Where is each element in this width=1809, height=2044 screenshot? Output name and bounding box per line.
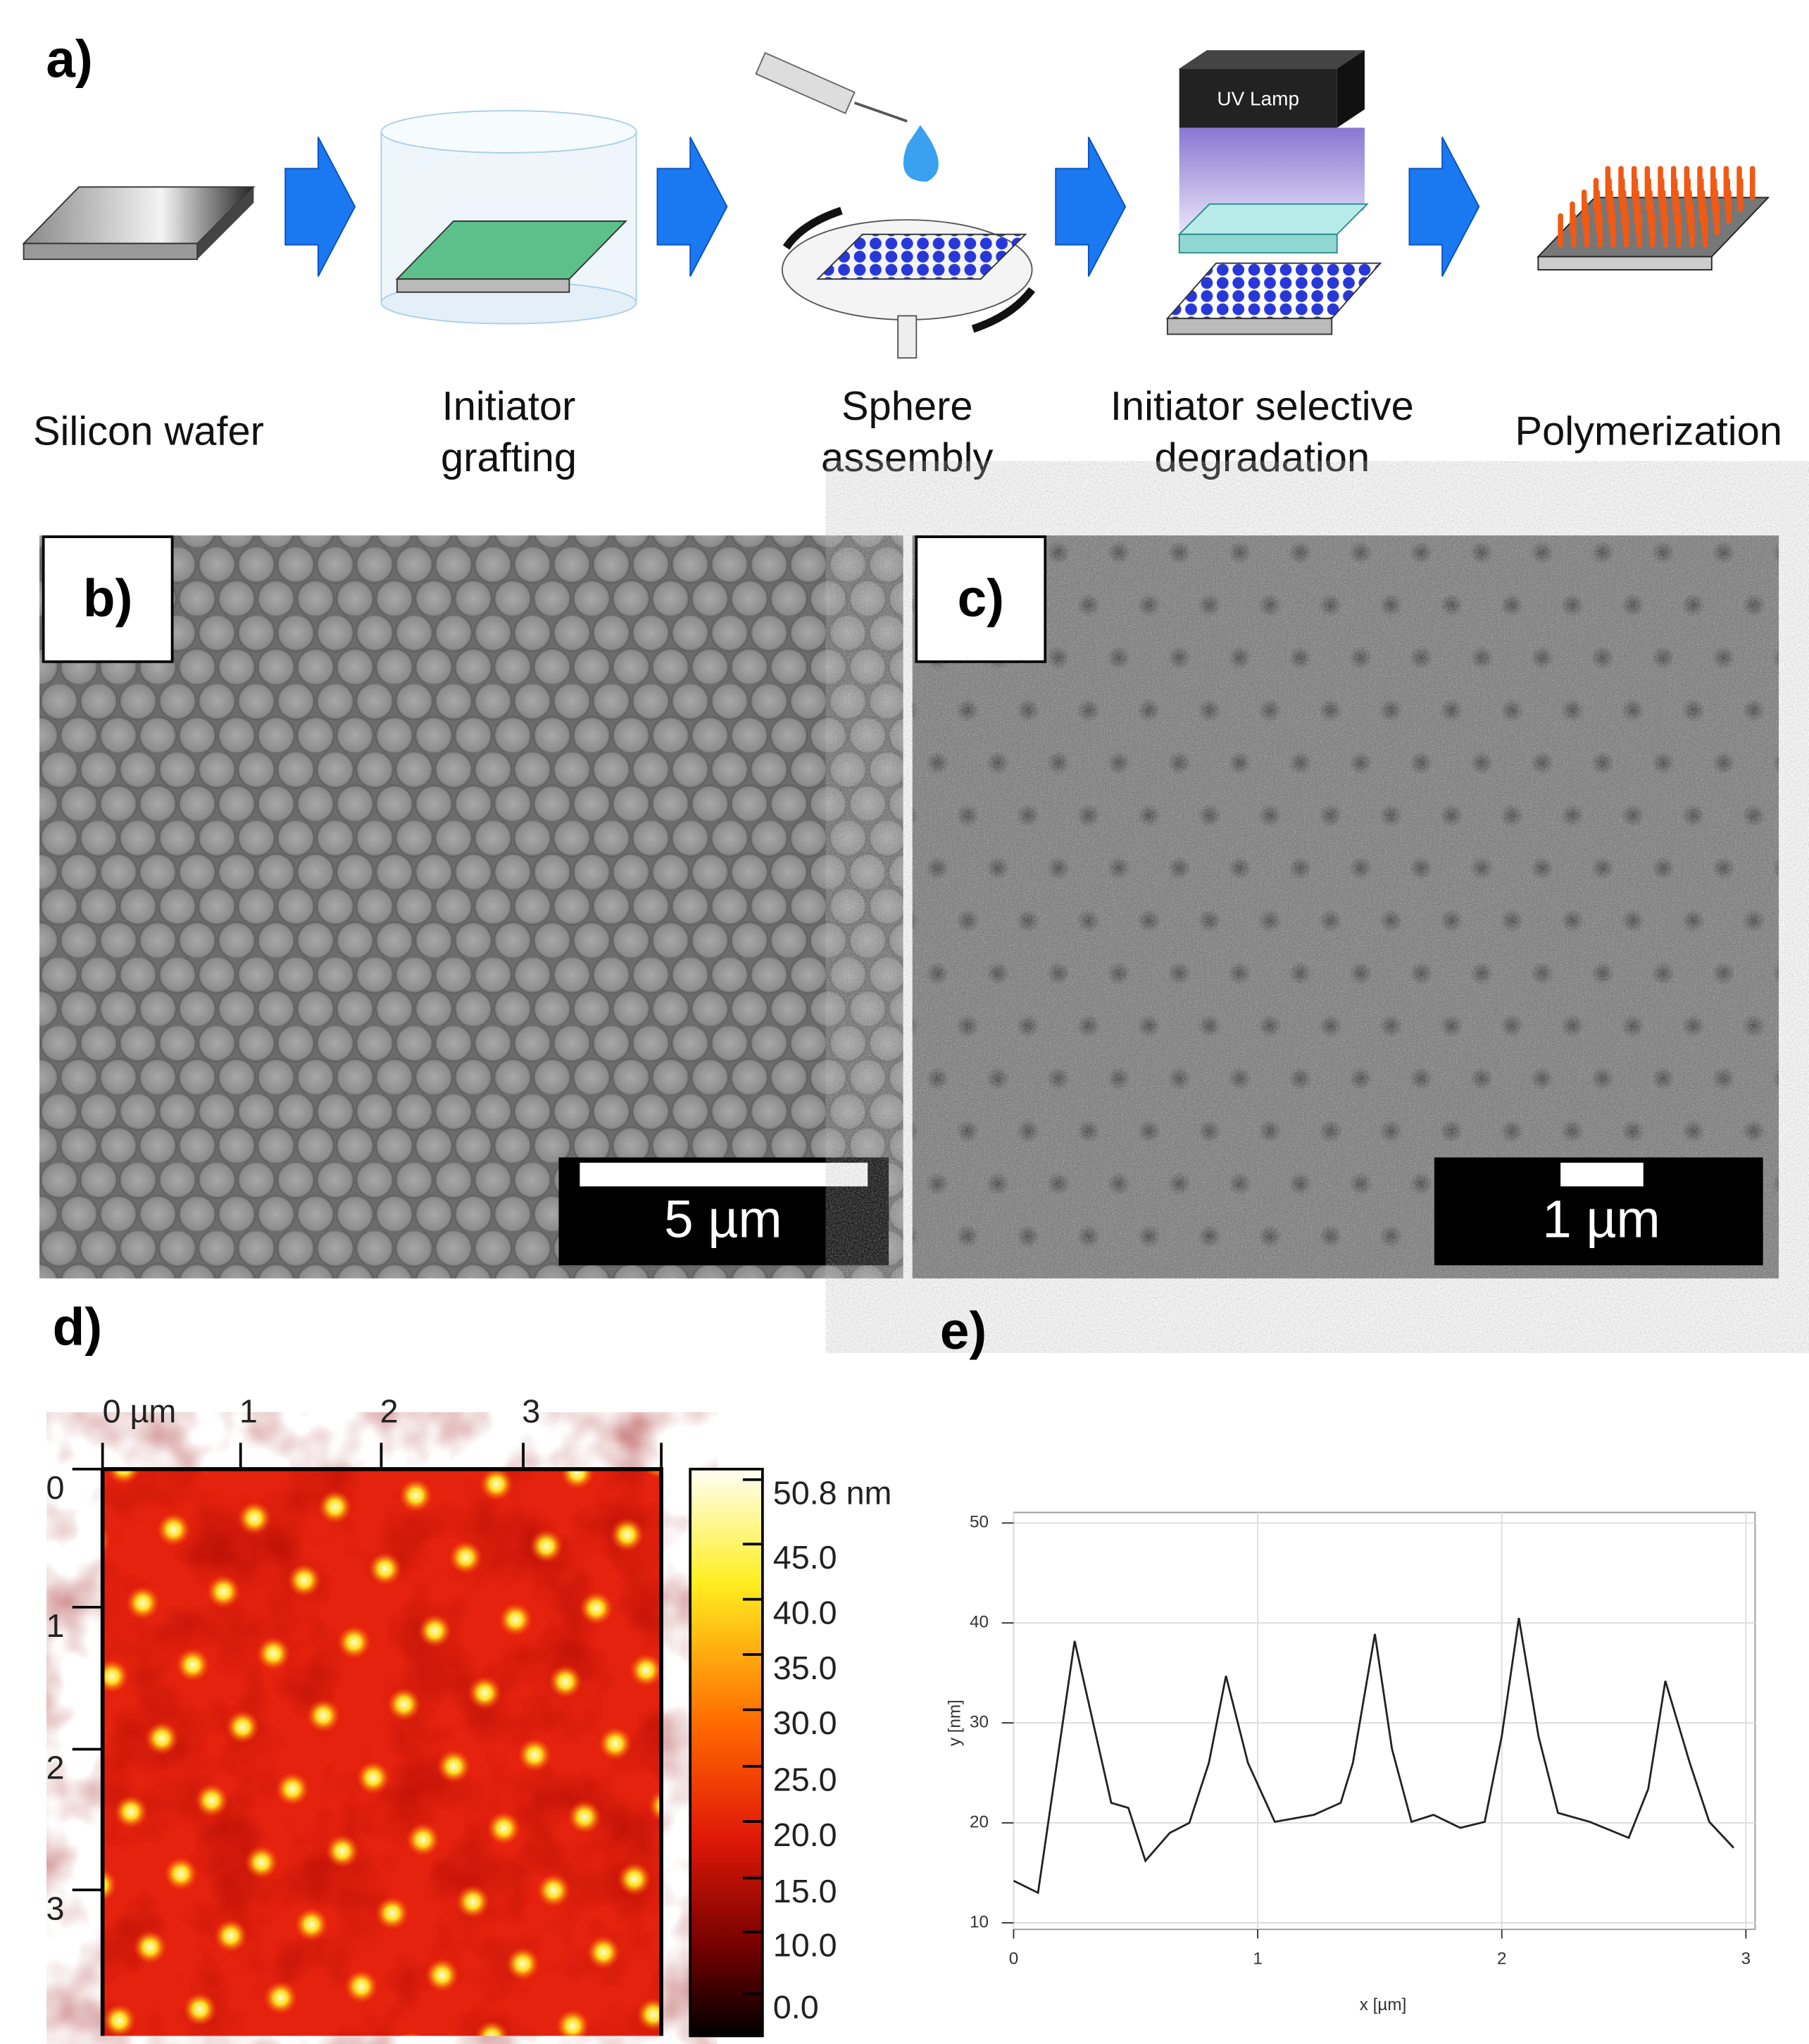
step-label: Silicon wafer (33, 409, 264, 454)
colorbar-label: 35.0 (773, 1650, 837, 1686)
scale-bar-label: 5 µm (664, 1189, 782, 1248)
panel-c: c) 1 µm (912, 535, 1779, 1279)
pillar (1631, 166, 1637, 201)
pillar (1658, 166, 1663, 201)
x-tick-label: 2 (1497, 1950, 1507, 1969)
colorbar-label: 0.0 (773, 1988, 819, 2025)
x-tick-label: 1 (1253, 1950, 1263, 1969)
pillar (1570, 201, 1575, 236)
colorbar-label: 20.0 (773, 1816, 837, 1853)
x-tick-label: 3 (522, 1393, 540, 1430)
panel-label: a) (46, 30, 92, 89)
pillar (1684, 166, 1690, 201)
pillar (1644, 166, 1651, 201)
x-axis-label: x [µm] (1360, 1995, 1407, 2014)
pillar (1618, 166, 1624, 201)
x-tick-label: 1 (239, 1393, 258, 1430)
step-label: Polymerization (1515, 409, 1782, 454)
step-label: Sphere (841, 384, 973, 429)
pillar (1593, 177, 1599, 212)
y-tick-label: 3 (46, 1890, 64, 1926)
colorbar-label: 25.0 (773, 1761, 837, 1797)
panel-label: c) (958, 568, 1004, 628)
pillar (1710, 166, 1716, 201)
pillar (1582, 189, 1587, 224)
y-tick-label: 30 (970, 1713, 989, 1732)
x-tick-label: 2 (380, 1393, 399, 1430)
y-tick-label: 20 (970, 1812, 989, 1831)
y-tick-label: 40 (970, 1613, 989, 1632)
colorbar-label: 50.8 nm (773, 1474, 892, 1511)
panel-e: e) 0 1 2 3 10 20 30 40 50 x [µm] y [nm] (940, 1301, 1756, 2014)
y-axis-label: y [nm] (946, 1700, 965, 1746)
panel-a: a) UV Lamp Silicon wafer Initiator graftin… (22, 30, 1782, 480)
panel-b: b) 5 µm (39, 535, 903, 1279)
pillar (1670, 166, 1677, 201)
pillar (1723, 166, 1729, 201)
pillar (1558, 213, 1563, 248)
y-tick-label: 50 (970, 1513, 989, 1532)
panel-d: d) 0 µm 1 2 3 0 1 2 3 50.8 nm 45.0 40.0 35.0 30.0 25.… (46, 1297, 892, 2038)
pillar (1605, 166, 1611, 201)
y-tick-label: 10 (970, 1912, 989, 1931)
colorbar-label: 40.0 (773, 1594, 837, 1631)
step-label: assembly (821, 435, 993, 480)
colorbar-label: 10.0 (773, 1927, 837, 1964)
pillar (1749, 166, 1755, 201)
x-tick-label: 0 µm (103, 1393, 177, 1430)
scale-bar-label: 1 µm (1542, 1189, 1660, 1248)
x-tick-label: 0 (1009, 1950, 1019, 1969)
pillar (1697, 166, 1703, 201)
y-tick-label: 1 (46, 1607, 64, 1644)
step-label: Initiator selective (1110, 384, 1414, 429)
x-tick-label: 3 (1741, 1950, 1751, 1969)
step-label: Initiator (442, 384, 576, 429)
lamp-label: UV Lamp (1217, 88, 1299, 110)
panel-label: b) (83, 568, 132, 628)
y-tick-label: 0 (46, 1469, 64, 1506)
pillar (1736, 166, 1742, 201)
colorbar-label: 45.0 (773, 1539, 837, 1576)
step-label: grafting (441, 435, 577, 480)
panel-label: e) (940, 1301, 987, 1360)
colorbar-label: 15.0 (773, 1873, 837, 1909)
y-tick-label: 2 (46, 1750, 64, 1786)
panel-label: d) (53, 1297, 102, 1356)
step-label: degradation (1155, 435, 1370, 480)
profile-line (1013, 1617, 1735, 1895)
colorbar-label: 30.0 (773, 1705, 837, 1741)
